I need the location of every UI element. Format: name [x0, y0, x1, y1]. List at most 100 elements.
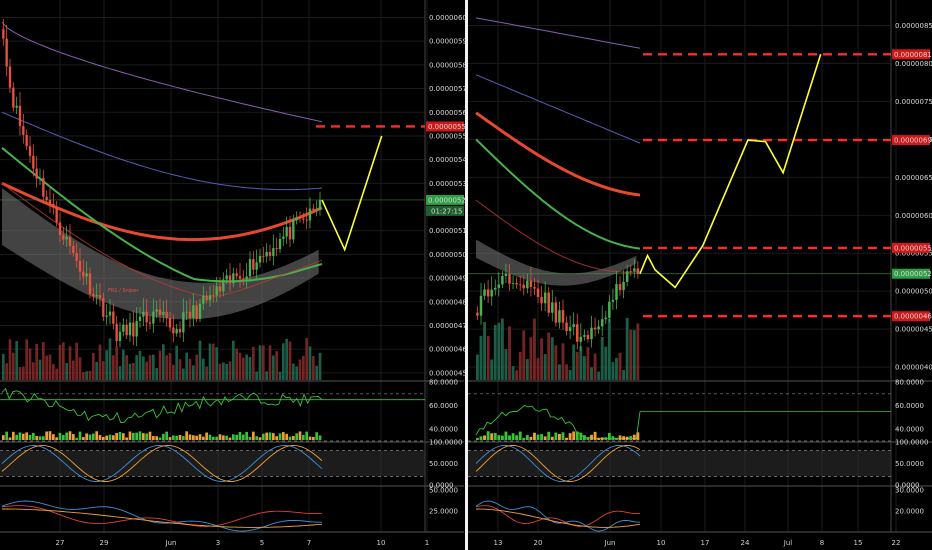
volume-bar — [178, 359, 182, 380]
volume-bar — [282, 343, 285, 380]
candle-body — [105, 315, 108, 317]
candle-body — [600, 319, 604, 327]
time-axis-label: 15 — [854, 539, 863, 547]
candle-body — [142, 311, 145, 317]
candle-body — [2, 29, 5, 39]
volume-bar — [22, 366, 25, 380]
volume-bar — [242, 357, 245, 380]
momentum-bar — [312, 436, 315, 440]
target-price-label: 0.00000554 — [428, 123, 465, 131]
stoch-axis-label: 100.0000 — [429, 439, 462, 447]
momentum-bar — [558, 433, 561, 440]
volume-bar — [188, 358, 192, 380]
momentum-bar — [28, 434, 32, 440]
momentum-bar — [543, 436, 547, 440]
ma-purple-line — [1, 21, 323, 123]
time-axis-label: 3 — [216, 539, 220, 547]
momentum-bar — [52, 434, 55, 440]
volume-bar — [55, 368, 58, 380]
candle-body — [302, 218, 305, 220]
volume-bar — [82, 371, 85, 380]
volume-bar — [98, 344, 102, 380]
candle-body — [508, 273, 511, 284]
momentum-bar — [497, 435, 501, 440]
candle-body — [282, 236, 285, 239]
momentum-bar — [72, 434, 75, 440]
candle-body — [115, 323, 118, 342]
volume-bar — [476, 354, 479, 380]
momentum-bar — [305, 431, 308, 440]
candle-body — [208, 295, 212, 301]
momentum-bar — [511, 433, 515, 440]
momentum-bar — [575, 431, 579, 440]
candle-body — [504, 273, 508, 276]
volume-bar — [85, 371, 88, 380]
volume-bar — [238, 352, 242, 380]
momentum-bar — [275, 436, 278, 440]
candle-body — [615, 284, 618, 300]
time-axis-label: 1 — [425, 539, 429, 547]
volume-bar — [490, 359, 494, 380]
candle-body — [145, 311, 148, 323]
candle-body — [128, 322, 132, 336]
volume-bar — [278, 371, 282, 380]
candle-body — [138, 316, 142, 321]
chart-annotation: FR1 / Sniper — [108, 288, 139, 294]
current-price-tag — [892, 268, 930, 279]
candle-body — [88, 273, 92, 294]
candle-body — [515, 283, 518, 285]
candle-body — [62, 235, 65, 240]
candle-body — [92, 293, 95, 297]
momentum-bar — [490, 433, 494, 440]
right-chart-panel[interactable]: 0.000008500.000008000.000007500.00000700… — [468, 0, 932, 550]
candle-body — [78, 260, 82, 272]
ribbon-band — [476, 239, 637, 286]
momentum-bar — [295, 433, 298, 440]
volume-bar — [235, 348, 238, 380]
momentum-bar — [55, 437, 58, 440]
volume-bar — [533, 318, 536, 380]
stoch-axis-label: 0.0000 — [895, 482, 920, 490]
momentum-bar — [12, 431, 15, 440]
volume-bar — [483, 322, 486, 380]
volume-bar — [8, 339, 12, 380]
volume-bar — [118, 366, 122, 380]
volume-bar — [511, 366, 515, 380]
volume-bars — [2, 338, 322, 380]
candle-body — [188, 311, 192, 318]
volume-bar — [272, 355, 275, 380]
time-axis-label: 7 — [307, 539, 311, 547]
momentum-bar — [78, 431, 82, 440]
momentum-bar — [611, 436, 615, 440]
volume-bar — [2, 353, 5, 380]
momentum-bar — [308, 436, 312, 440]
volume-bar — [479, 335, 483, 380]
momentum-bar — [58, 432, 62, 440]
candle-body — [479, 295, 483, 316]
volume-bar — [550, 337, 554, 380]
candle-body — [312, 208, 315, 210]
momentum-bar — [48, 431, 52, 440]
momentum-bar — [128, 431, 132, 440]
stoch-axis-label: 50.0000 — [895, 460, 924, 468]
momentum-bar — [582, 435, 586, 440]
momentum-bar — [92, 433, 95, 440]
time-axis-label: 24 — [741, 539, 750, 547]
candle-body — [547, 292, 550, 313]
volume-bar — [252, 346, 255, 380]
candle-body — [98, 295, 102, 299]
volume-bar — [105, 350, 108, 380]
candle-body — [543, 292, 547, 304]
volume-bar — [195, 354, 198, 380]
volume-bar — [305, 338, 308, 380]
volume-bar — [312, 356, 315, 380]
stoch-k-line — [475, 444, 641, 482]
